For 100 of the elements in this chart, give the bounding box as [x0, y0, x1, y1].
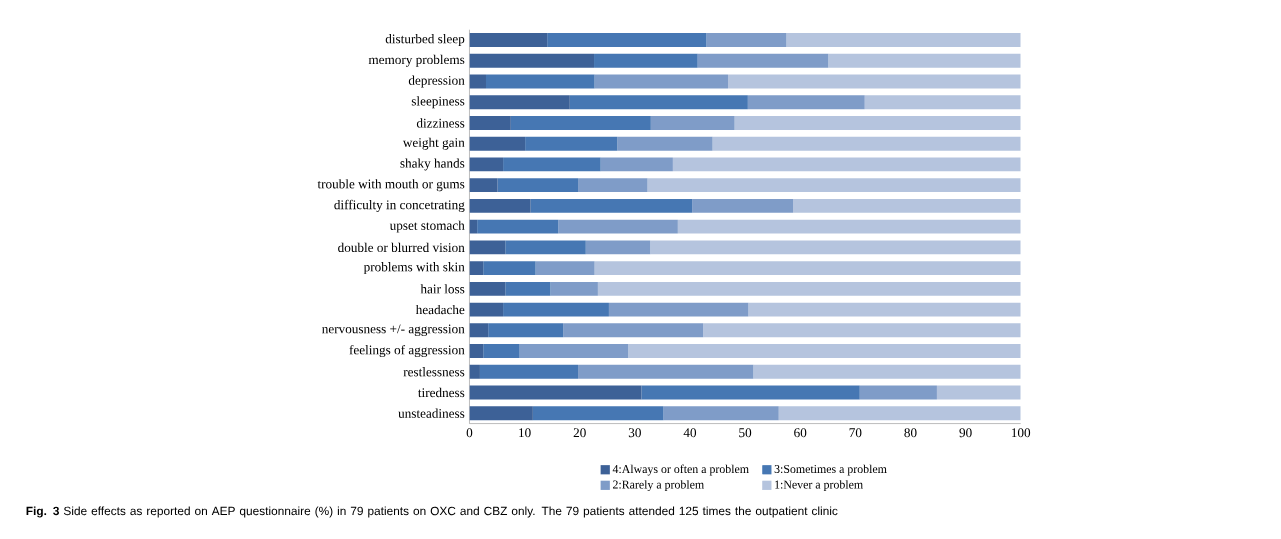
y-tick-label: hair loss: [420, 283, 465, 294]
bar: [469, 53, 595, 68]
y-tick-label: sleepiness: [411, 96, 465, 109]
legend-label: 1:Never a problem: [775, 480, 863, 491]
x-tick-label: 10: [519, 428, 531, 437]
y-tick-label: dizziness: [416, 118, 465, 128]
bar: [672, 157, 1021, 172]
bar: [497, 178, 579, 192]
bar: [469, 157, 504, 172]
bar: [535, 260, 595, 275]
bar: [469, 385, 642, 400]
bar: [510, 115, 651, 130]
bar: [469, 323, 489, 338]
bar: [936, 385, 1021, 400]
y-tick-label: disturbed sleep: [385, 33, 465, 46]
bar: [469, 281, 506, 296]
bar: [747, 95, 865, 109]
x-tick-label: 100: [1011, 428, 1031, 437]
bar: [706, 32, 787, 47]
bar: [578, 178, 648, 192]
bar: [753, 364, 1021, 379]
y-tick-label: weight gain: [402, 137, 465, 150]
y-tick-label: difficulty in concetrating: [334, 199, 465, 212]
bar: [477, 219, 559, 234]
bar: [469, 364, 480, 379]
x-tick-label: 70: [849, 428, 862, 437]
bar: [594, 74, 728, 89]
bar: [677, 219, 1021, 234]
y-tick-label: memory problems: [368, 54, 465, 67]
bar: [569, 95, 748, 109]
bar: [479, 364, 579, 379]
bar: [503, 302, 609, 317]
y-tick-label: unsteadiness: [398, 408, 465, 418]
bar: [505, 240, 586, 255]
y-tick-label: shaky hands: [400, 158, 465, 171]
bar: [734, 115, 1021, 130]
bar: [727, 74, 1021, 89]
y-tick-label: restlessness: [403, 366, 465, 377]
bar: [505, 281, 551, 296]
bar: [530, 198, 693, 213]
legend-label: 3:Sometimes a problem: [774, 464, 887, 476]
bar: [488, 323, 564, 338]
bar: [550, 281, 598, 296]
x-tick-label: 60: [794, 428, 807, 437]
legend-label: 2:Rarely a problem: [613, 480, 704, 491]
bar: [778, 406, 1021, 420]
x-tick-label: 80: [904, 428, 917, 437]
bar: [793, 198, 1021, 213]
y-tick-label: double or blurred vision: [338, 242, 465, 252]
y-tick-label: headache: [415, 304, 465, 315]
bar: [597, 281, 1021, 296]
bar: [600, 157, 673, 172]
y-tick-label: trouble with mouth or gums: [317, 178, 465, 191]
bar: [503, 157, 601, 172]
bar: [547, 32, 707, 47]
bar: [647, 178, 1021, 192]
y-tick-label: nervousness +/- aggression: [322, 324, 465, 336]
bar: [594, 260, 1021, 275]
bar: [469, 260, 484, 275]
bar: [469, 136, 526, 151]
bar: [641, 385, 860, 400]
bar: [519, 343, 629, 358]
bar: [864, 95, 1021, 109]
bar: [469, 32, 548, 47]
x-tick-label: 90: [959, 428, 972, 437]
bar: [703, 323, 1021, 338]
bar: [585, 240, 651, 255]
bar: [663, 406, 779, 420]
x-tick-label: 30: [628, 428, 641, 437]
bar: [692, 198, 794, 213]
bar: [578, 364, 754, 379]
x-tick-label: 50: [739, 428, 752, 437]
bar: [608, 302, 749, 317]
bar: [469, 240, 506, 255]
bar: [712, 136, 1021, 151]
text: Fig. 3 Side effects as reported on AEP questionnaire (%) in 79 patients on OXC and CBZ only. The 79 patients attended 125 times the outpatient clinic: [26, 506, 838, 518]
bar: [828, 53, 1021, 68]
bar: [532, 406, 664, 420]
bar: [469, 406, 533, 420]
bar: [485, 74, 595, 89]
x-tick-label: 0: [466, 428, 473, 437]
bar: [617, 136, 713, 151]
x-tick-label: 20: [573, 428, 586, 437]
bar: [558, 219, 678, 234]
bar: [748, 302, 1021, 317]
bar: [650, 115, 735, 130]
bar: [469, 198, 531, 213]
bar: [469, 115, 511, 130]
bar: [650, 240, 1021, 255]
y-tick-label: upset stomach: [389, 220, 465, 233]
bar: [859, 385, 937, 400]
bar: [628, 343, 1021, 358]
bar: [469, 74, 486, 89]
bar: [469, 178, 498, 192]
bar: [697, 53, 829, 68]
bar: [786, 32, 1021, 47]
x-tick-label: 40: [683, 428, 697, 437]
bar: [563, 323, 704, 338]
bar: [525, 136, 618, 151]
bar: [483, 343, 520, 358]
